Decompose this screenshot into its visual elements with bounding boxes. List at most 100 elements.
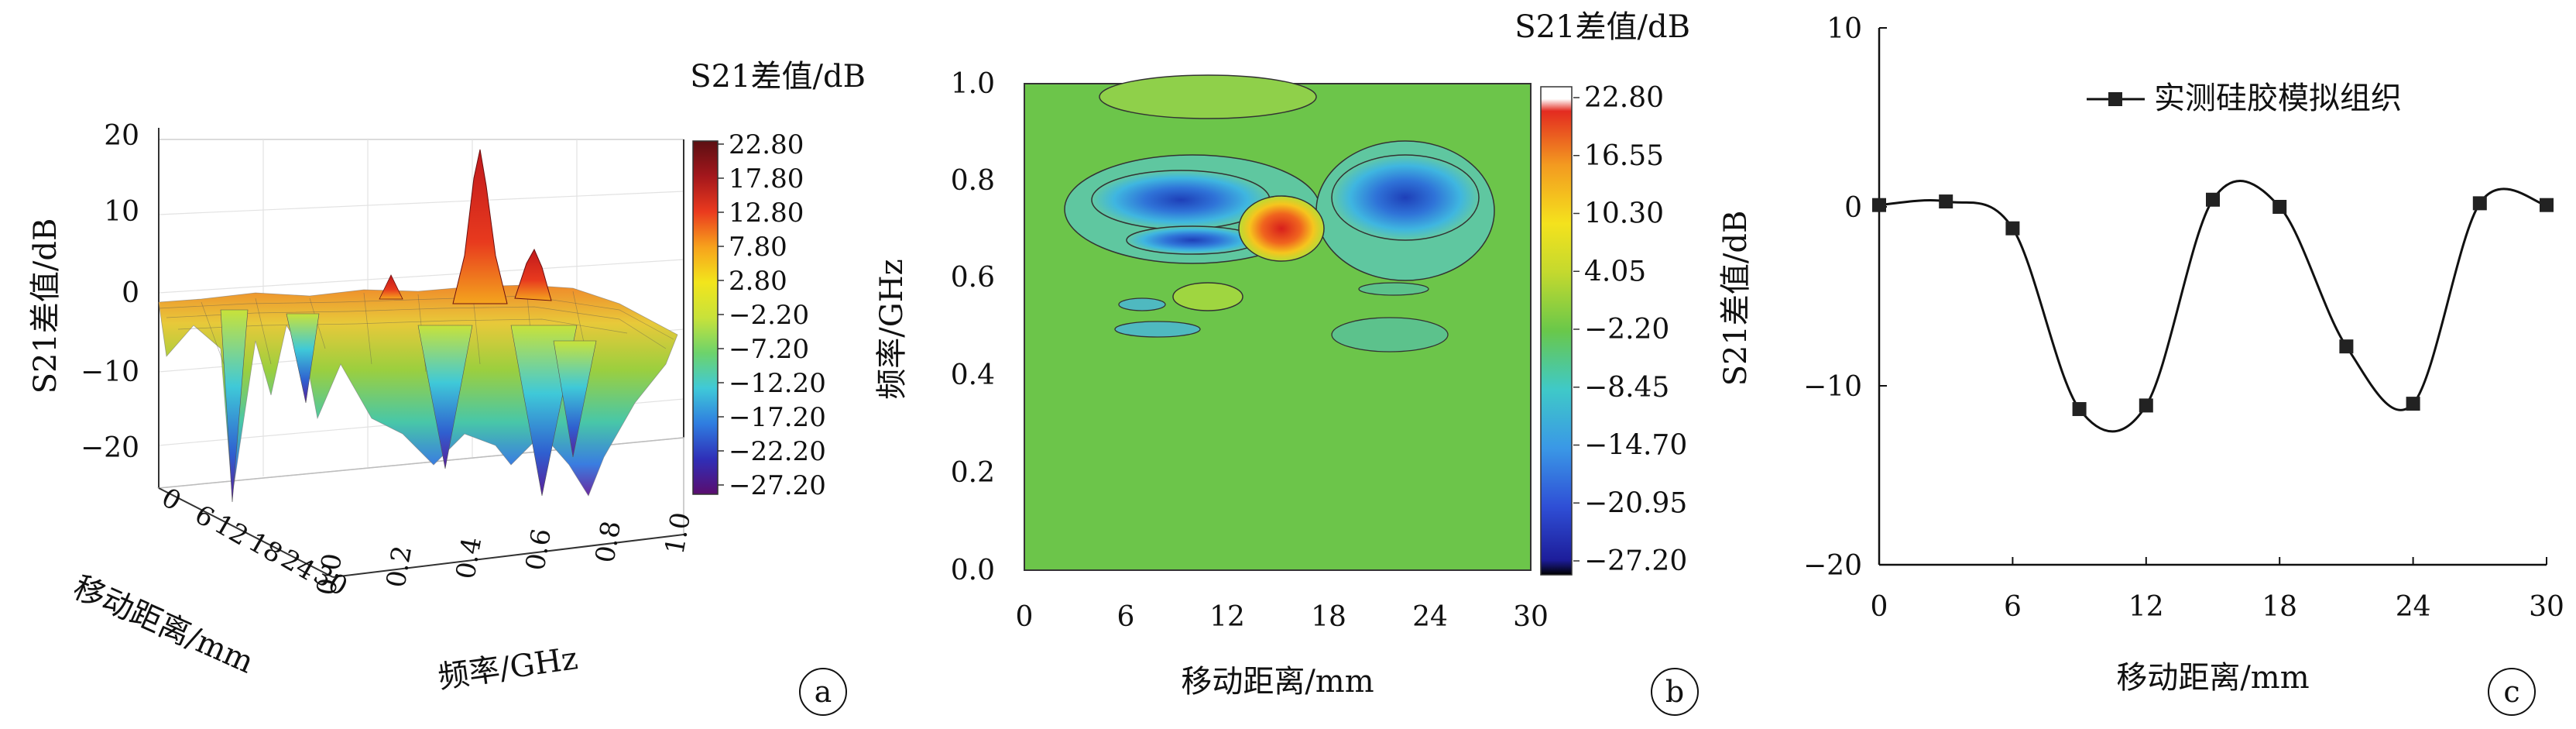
colorbar-b-title: S21差值/dB <box>1514 9 1690 45</box>
series-markers <box>1872 192 2554 417</box>
line-x-axis-label: 移动距离/mm <box>2116 660 2309 696</box>
contour-small-right <box>1331 317 1449 352</box>
colorbar-tick-label: 2.80 <box>729 266 787 297</box>
surface-peak-left <box>379 274 403 300</box>
colorbar-b <box>1540 86 1573 576</box>
series-line <box>1878 179 2547 433</box>
z-tick-label: 20 <box>104 120 139 152</box>
surface-frequency-axis <box>332 534 684 578</box>
colorbar-tick-label: −12.20 <box>729 368 826 399</box>
series-point <box>2206 192 2220 207</box>
series-point <box>1872 198 1886 212</box>
series-point <box>2005 221 2020 236</box>
x-tick-label: 30 <box>1513 601 1549 633</box>
x-tick-label: 30 <box>2529 591 2564 623</box>
colorbar-tick-label: −2.20 <box>729 300 809 331</box>
panel-a: 20 10 0 −10 −20 S21差值/dB 0 6 12 18 24 30… <box>28 59 866 716</box>
colorbar-tick-label: 12.80 <box>729 198 804 229</box>
y-tick-label: −10 <box>1803 371 1862 403</box>
line-axis-ticks: 0 6 12 18 24 30 10 0 −10 −20 <box>1803 13 2564 623</box>
surface-z-ticks: 20 10 0 −10 −20 <box>81 120 139 464</box>
series-point <box>2339 339 2354 354</box>
panel-c: 0 6 12 18 24 30 10 0 −10 −20 S21差值/dB 移动距离/mm 实测硅… <box>1718 13 2564 716</box>
x-tick-label: 0 <box>1871 591 1888 623</box>
surface-peak-small <box>514 248 552 301</box>
x-tick-label: 0 <box>1016 601 1034 633</box>
frequency-tick-label: 1.0 <box>659 510 697 556</box>
contour-regions <box>1064 74 1495 352</box>
y-tick-label: 0.6 <box>951 262 995 294</box>
colorbar-tick-label: 16.55 <box>1584 140 1664 172</box>
x-tick-label: 24 <box>1412 601 1448 633</box>
colorbar-tick-label: 17.80 <box>729 163 804 194</box>
legend-marker <box>2108 92 2122 106</box>
y-tick-label: 10 <box>1827 13 1862 45</box>
panel-b: 1.0 0.8 0.6 0.4 0.2 0.0 频率/GHz 0 6 12 18… <box>874 9 1699 716</box>
line-y-axis-label: S21差值/dB <box>1718 211 1754 387</box>
surface-dip-5 <box>553 340 597 458</box>
frequency-tick-label: 0.8 <box>589 518 627 565</box>
x-tick-label: 24 <box>2396 591 2431 623</box>
colorbar-tick-label: −20.95 <box>1584 487 1687 519</box>
contour-light-top <box>1099 74 1317 119</box>
colorbar-tick-label: −2.20 <box>1584 314 1669 346</box>
x-tick-label: 12 <box>2128 591 2164 623</box>
colorbar-tick-label: 7.80 <box>729 232 787 263</box>
series-point <box>2072 402 2087 417</box>
contour-light-mid <box>1172 282 1243 311</box>
panel-c-tag-circle <box>2488 668 2536 716</box>
series-point <box>2406 397 2420 411</box>
y-tick-label: 0.2 <box>951 457 995 489</box>
surface-dip-3 <box>417 325 473 469</box>
colorbar-tick-label: 22.80 <box>1584 82 1664 114</box>
x-tick-label: 6 <box>2004 591 2022 623</box>
colorbar-tick-label: 22.80 <box>729 129 804 160</box>
contour-small-blue <box>1114 321 1201 338</box>
frequency-tick-label: 0.6 <box>520 526 557 573</box>
contour-small-blue-2 <box>1118 297 1166 311</box>
colorbar-a-ticks: 22.8017.8012.807.802.80−2.20−7.20−12.20−… <box>718 129 826 501</box>
surface-dip-1 <box>220 309 249 503</box>
legend-series-label: 实测硅胶模拟组织 <box>2154 81 2402 116</box>
y-tick-label: 0.8 <box>951 165 995 197</box>
panel-a-tag: a <box>815 675 832 709</box>
contour-x-ticks: 0 6 12 18 24 30 <box>1016 601 1549 633</box>
series-point <box>2540 198 2554 212</box>
x-tick-label: 12 <box>1209 601 1245 633</box>
colorbar-tick-label: −27.20 <box>729 470 826 501</box>
frequency-tick-label: 0.4 <box>450 535 488 581</box>
surface-frequency-axis-label: 频率/GHz <box>436 641 580 696</box>
colorbar-a <box>692 140 719 495</box>
colorbar-tick-label: −22.20 <box>729 436 826 467</box>
frequency-tick-label: 0.2 <box>380 543 418 590</box>
x-tick-label: 6 <box>1117 601 1135 633</box>
y-tick-label: −20 <box>1803 550 1862 582</box>
z-tick-label: 0 <box>122 277 139 309</box>
y-tick-label: 0.4 <box>951 359 995 391</box>
panel-b-tag-circle <box>1651 668 1699 716</box>
surface-mesh <box>158 287 674 388</box>
colorbar-tick-label: −17.20 <box>729 402 826 433</box>
contour-max <box>1238 195 1325 262</box>
panel-b-tag: b <box>1665 675 1684 709</box>
colorbar-tick-label: −14.70 <box>1584 430 1687 462</box>
z-tick-label: −10 <box>81 356 139 388</box>
colorbar-tick-label: −7.20 <box>729 334 809 365</box>
series-point <box>2472 196 2487 211</box>
colorbar-tick-label: −27.20 <box>1584 545 1687 577</box>
contour-y-axis-label: 频率/GHz <box>874 259 910 399</box>
panel-a-tag-circle <box>799 668 847 716</box>
surface-distance-axis <box>158 487 334 578</box>
panel-c-tag: c <box>2503 675 2519 709</box>
colorbar-tick-label: 4.05 <box>1584 256 1646 287</box>
contour-x-axis-label: 移动距离/mm <box>1181 664 1374 700</box>
surface-frequency-ticks: 0.0 0.2 0.4 0.6 0.8 1.0 <box>310 510 697 597</box>
x-tick-label: 18 <box>2262 591 2297 623</box>
surface-distance-axis-label: 移动距离/mm <box>68 569 259 680</box>
series-point <box>2272 200 2287 214</box>
colorbar-a-title: S21差值/dB <box>690 59 866 95</box>
z-tick-label: −20 <box>81 432 139 464</box>
colorbar-b-ticks: 22.80 16.55 10.30 4.05 −2.20 −8.45 −14.70 −20.9… <box>1573 82 1687 577</box>
series-point <box>1939 194 1953 209</box>
